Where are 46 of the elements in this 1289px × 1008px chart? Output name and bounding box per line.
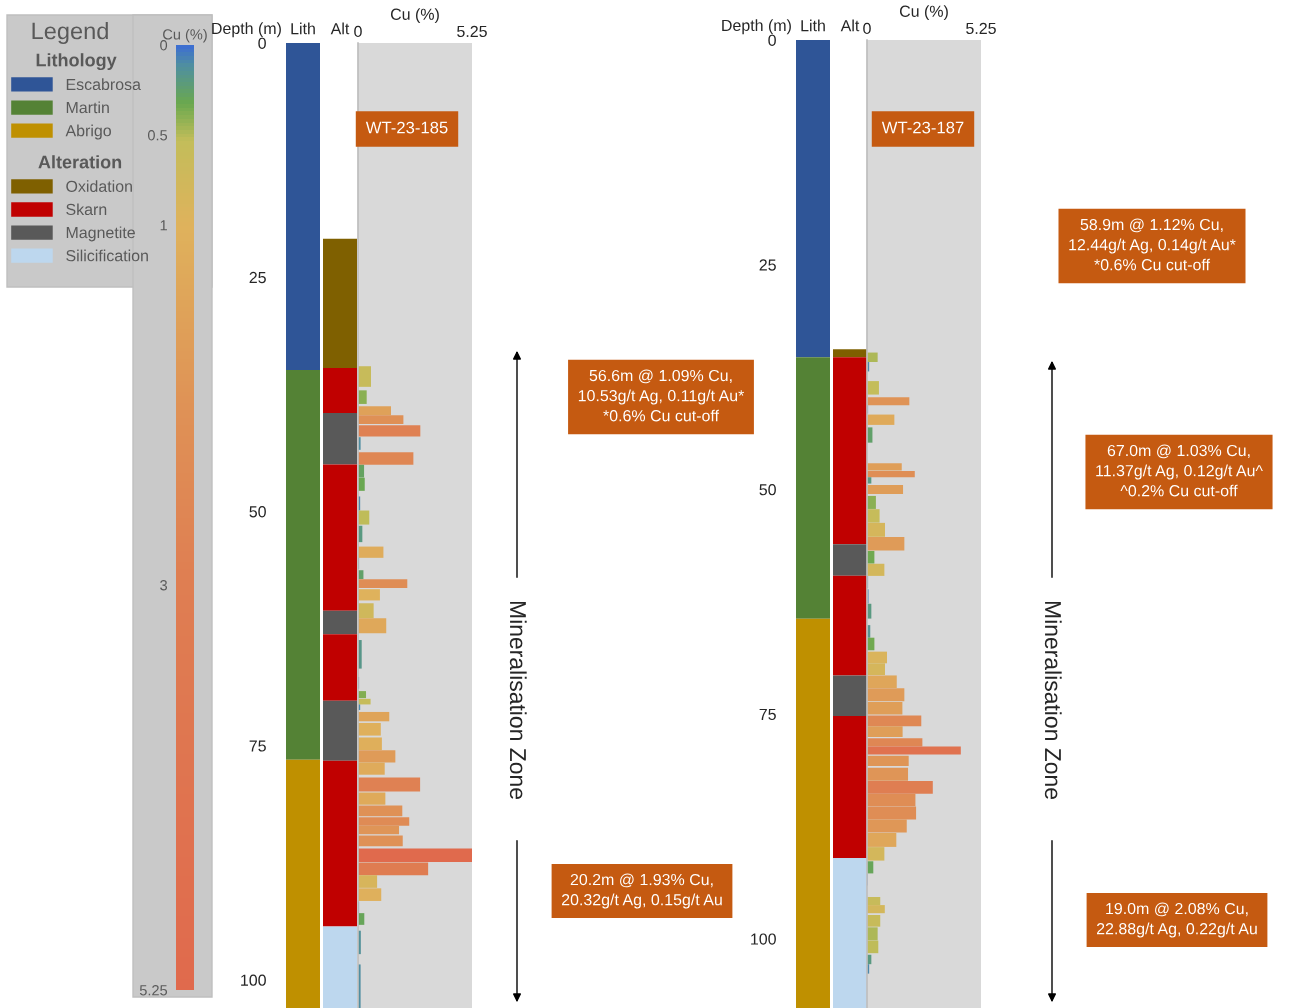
text: 19.0m @ 2.08% Cu, 22.88g/t Ag, 0.22g/t Au (1096, 902, 1257, 938)
legend-label: Skarn (66, 203, 107, 216)
y-tick-label: 25 (759, 259, 776, 271)
legend-label: Magnetite (66, 226, 135, 242)
x-tick-label: 0 (354, 25, 362, 38)
text: 56.6m @ 1.09% Cu, 10.53g/t Ag, 0.11g/t Au* *0.6% Cu cut-off (578, 369, 745, 422)
text: 20.2m @ 1.93% Cu, 20.32g/t Ag, 0.15g/t Au (561, 873, 722, 909)
text: Legend (32, 22, 108, 44)
y-tick-label: 0 (258, 37, 266, 49)
y-tick-label: 25 (249, 271, 266, 284)
legend-label: Silicification (66, 249, 148, 262)
legend-label: Martin (66, 101, 109, 114)
x-tick-label: Lith (801, 19, 825, 32)
x-tick-label: 5.25 (966, 22, 996, 35)
color-bar-label: 0 (160, 40, 168, 51)
y-tick-label: 100 (751, 933, 776, 945)
y-tick-label: 75 (249, 740, 266, 752)
y-tick-label: 75 (759, 708, 776, 721)
x-tick-label: Alt (330, 22, 350, 35)
text: 58.9m @ 1.12% Cu, 12.44g/t Ag, 0.14g/t Au* *0.6% Cu cut-off (1069, 218, 1236, 271)
y-tick-label: 50 (759, 484, 776, 496)
color-bar-label: 3 (160, 580, 168, 591)
color-bar-label: 5.25 (139, 985, 168, 996)
y-axis-title: Depth (m) (212, 22, 281, 38)
legend-title: Alteration (38, 155, 122, 169)
x-tick-label: Lith (291, 22, 315, 35)
x-axis-title: Cu (%) (390, 8, 439, 24)
legend-label: Oxidation (66, 180, 132, 192)
text: WT-23-185 (365, 121, 448, 134)
legend-label: Escabrosa (66, 78, 141, 91)
legend-title: Lithology (36, 53, 117, 71)
text: WT-23-187 (881, 121, 964, 134)
text: Mineralisation Zone (1044, 601, 1062, 799)
y-axis-title: Depth (m) (722, 19, 791, 35)
x-tick-label: 5.25 (457, 25, 487, 38)
y-tick-label: 0 (768, 34, 776, 46)
color-bar-label: 0.5 (147, 130, 168, 141)
x-tick-label: Alt (840, 19, 860, 32)
color-bar-label: 1 (160, 220, 167, 231)
x-tick-label: 0 (863, 22, 871, 35)
x-axis-title: Cu (%) (899, 5, 948, 21)
y-tick-label: 100 (241, 974, 266, 986)
legend-label: Abrigo (65, 124, 111, 140)
text: 67.0m @ 1.03% Cu, 11.37g/t Ag, 0.12g/t Au^ ^0.2% Cu cut-off (1096, 444, 1263, 497)
y-tick-label: 50 (249, 506, 266, 518)
text: Mineralisation Zone (509, 601, 527, 799)
